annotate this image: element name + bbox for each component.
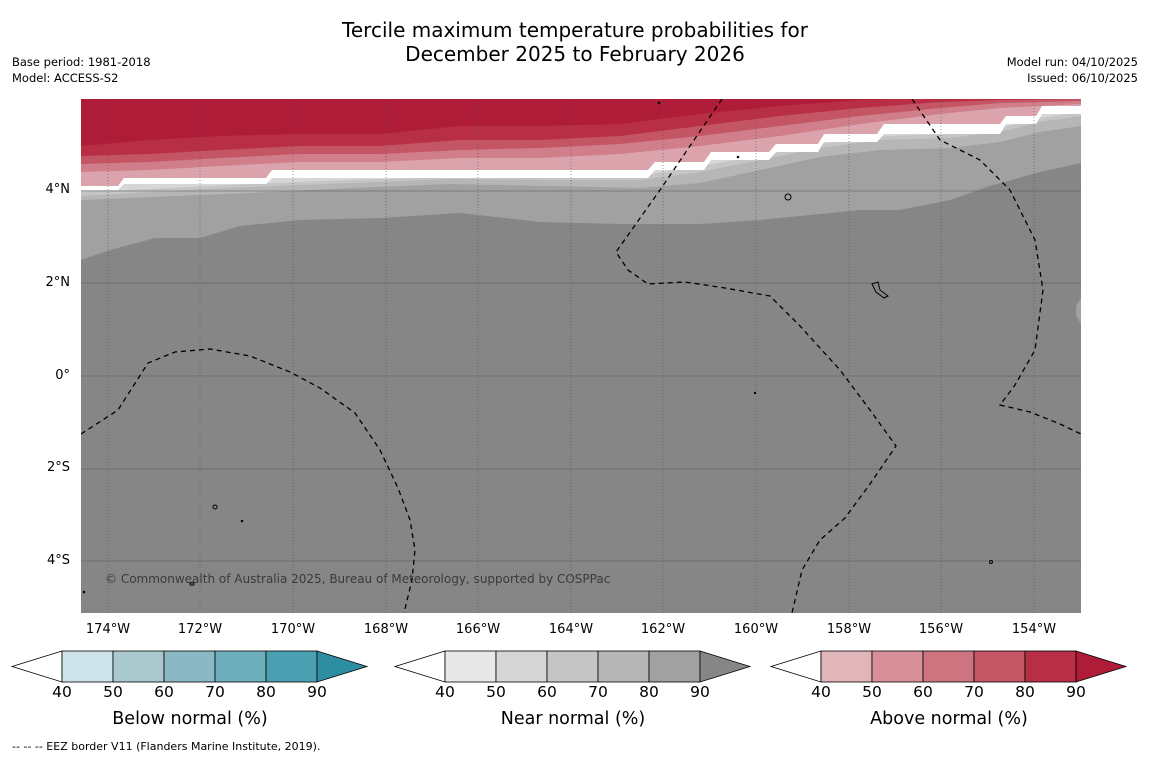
issued-date: Issued: 06/10/2025: [1027, 71, 1138, 85]
cb-below-tick: 50: [103, 683, 123, 701]
cb-above-tick: 70: [964, 683, 984, 701]
lat-label-4s: 4°S: [46, 553, 70, 568]
colorbar-below-high-arrow: [316, 650, 369, 683]
colorbar-near-swatch: [648, 650, 701, 683]
cb-near-tick: 50: [486, 683, 506, 701]
base-period: Base period: 1981-2018: [12, 55, 151, 69]
colorbar-below-swatch: [214, 650, 267, 683]
colorbar-below-swatch: [112, 650, 165, 683]
meta-right: Model run: 04/10/2025 Issued: 06/10/2025: [1007, 54, 1138, 86]
lat-label-2s: 2°S: [46, 460, 70, 475]
lon-label-170w: 170°W: [270, 622, 316, 637]
lon-label-162w: 162°W: [640, 622, 686, 637]
colorbar-near-swatch: [495, 650, 548, 683]
cb-near-tick: 80: [639, 683, 659, 701]
colorbar-above-swatch: [973, 650, 1026, 683]
colorbar-below-swatch: [163, 650, 216, 683]
colorbar-below-swatch: [61, 650, 114, 683]
colorbar-near-swatch: [546, 650, 599, 683]
cb-below-tick: 70: [205, 683, 225, 701]
eez-border-west: [81, 348, 416, 613]
gridlines: [81, 99, 1081, 613]
colorbar-below-swatch: [265, 650, 318, 683]
copyright-credit: © Commonwealth of Australia 2025, Bureau…: [105, 572, 611, 586]
lat-label-4n: 4°N: [45, 182, 71, 197]
cb-below-tick: 90: [307, 683, 327, 701]
map-fill-layer: [81, 99, 1081, 613]
islands: [82, 101, 993, 594]
colorbar-above-swatch: [922, 650, 975, 683]
cb-above-tick: 60: [913, 683, 933, 701]
eez-borders: [81, 99, 1081, 613]
lon-label-154w: 154°W: [1011, 622, 1057, 637]
colorbar-below-title: Below normal (%): [112, 709, 268, 729]
eez-footnote: -- -- -- EEZ border V11 (Flanders Marine…: [12, 740, 321, 753]
colorbar-near-swatch: [597, 650, 650, 683]
colorbar-near-title: Near normal (%): [500, 709, 646, 729]
cb-near-tick: 90: [690, 683, 710, 701]
lat-label-0: 0°: [55, 368, 70, 383]
lon-label-168w: 168°W: [363, 622, 409, 637]
lon-label-158w: 158°W: [826, 622, 872, 637]
colorbar-above-title: Above normal (%): [870, 709, 1028, 729]
lon-label-156w: 156°W: [918, 622, 964, 637]
cb-above-tick: 90: [1066, 683, 1086, 701]
colorbar-near-high-arrow: [699, 650, 752, 683]
lat-label-2n: 2°N: [45, 275, 71, 290]
eez-border-central: [615, 99, 897, 613]
model-run-date: Model run: 04/10/2025: [1006, 55, 1138, 69]
cb-near-tick: 40: [435, 683, 455, 701]
meta-left: Base period: 1981-2018 Model: ACCESS-S2: [12, 54, 151, 86]
cb-near-tick: 60: [537, 683, 557, 701]
cb-below-tick: 40: [52, 683, 72, 701]
title-line-1: Tercile maximum temperature probabilitie…: [342, 18, 808, 42]
above-normal-90-band: [81, 99, 900, 146]
title-line-2: December 2025 to February 2026: [405, 42, 745, 66]
cb-below-tick: 60: [154, 683, 174, 701]
colorbar-near-swatch: [444, 650, 497, 683]
cb-above-tick: 80: [1015, 683, 1035, 701]
colorbar-above-high-arrow: [1075, 650, 1128, 683]
lon-label-160w: 160°W: [733, 622, 779, 637]
colorbar-above-swatch: [871, 650, 924, 683]
lon-label-166w: 166°W: [455, 622, 501, 637]
colorbars: [10, 650, 1128, 683]
eez-border-east: [911, 99, 1081, 435]
colorbar-above-swatch: [1024, 650, 1077, 683]
cb-near-tick: 70: [588, 683, 608, 701]
colorbar-above-low-arrow: [769, 650, 822, 683]
colorbar-near-low-arrow: [393, 650, 446, 683]
lon-label-164w: 164°W: [548, 622, 594, 637]
cb-above-tick: 50: [862, 683, 882, 701]
cb-above-tick: 40: [811, 683, 831, 701]
lon-label-174w: 174°W: [85, 622, 131, 637]
near-normal-80-patch: [1076, 298, 1081, 324]
model-name: Model: ACCESS-S2: [12, 71, 119, 85]
chart-title: Tercile maximum temperature probabilitie…: [0, 18, 1150, 66]
lon-label-172w: 172°W: [177, 622, 223, 637]
cb-below-tick: 80: [256, 683, 276, 701]
colorbar-above-swatch: [820, 650, 873, 683]
colorbar-below-low-arrow: [10, 650, 63, 683]
